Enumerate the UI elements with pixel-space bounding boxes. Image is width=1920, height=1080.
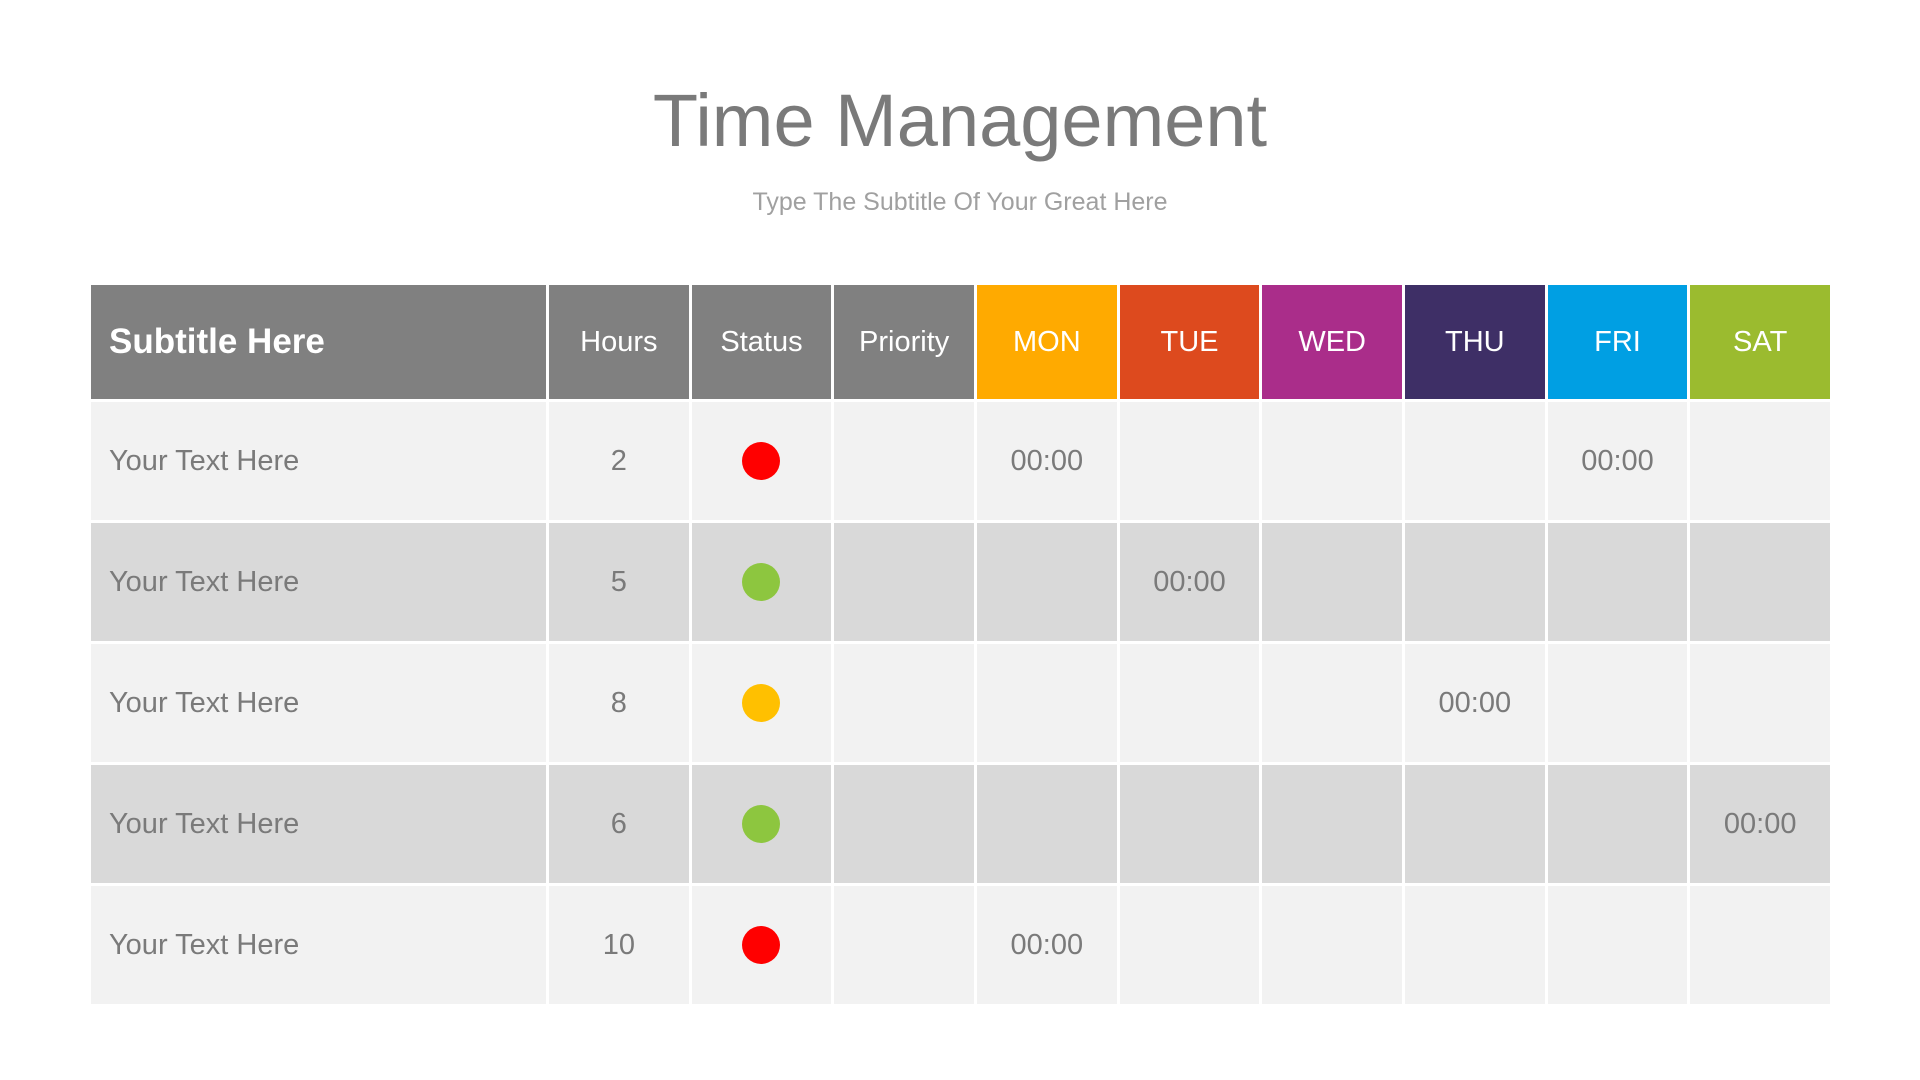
priority-cell [834, 523, 974, 641]
day-cell-sat [1690, 523, 1830, 641]
day-cell-wed [1262, 765, 1402, 883]
day-cell-wed [1262, 644, 1402, 762]
column-header-tue: TUE [1119, 285, 1260, 399]
status-cell [691, 523, 832, 641]
day-cell-mon [977, 523, 1117, 641]
day-cell-sat [1690, 644, 1830, 762]
day-cell-sat [1690, 402, 1830, 520]
day-cell-fri [1547, 523, 1688, 641]
priority-cell [834, 886, 974, 1004]
hours-cell: 2 [549, 402, 689, 520]
hours-cell: 6 [549, 765, 689, 883]
day-cell-thu [1405, 886, 1545, 1004]
status-dot-red-icon [742, 926, 781, 964]
column-header-sat: SAT [1690, 285, 1830, 399]
day-cell-mon: 00:00 [977, 886, 1117, 1004]
row-label: Your Text Here [91, 402, 546, 520]
day-cell-mon: 00:00 [977, 402, 1117, 520]
day-cell-fri [1547, 644, 1688, 762]
status-dot-green-icon [742, 805, 781, 843]
status-cell [691, 765, 832, 883]
row-label: Your Text Here [91, 644, 546, 762]
day-cell-wed [1262, 523, 1402, 641]
column-header-thu: THU [1405, 285, 1545, 399]
status-cell [691, 644, 832, 762]
column-header-hours: Hours [549, 285, 689, 399]
day-cell-tue: 00:00 [1119, 523, 1260, 641]
status-cell [691, 402, 832, 520]
status-dot-red-icon [742, 442, 781, 480]
hours-cell: 8 [549, 644, 689, 762]
priority-cell [834, 765, 974, 883]
column-header-subtitle-here: Subtitle Here [91, 285, 546, 399]
day-cell-sat: 00:00 [1690, 765, 1830, 883]
column-header-priority: Priority [834, 285, 974, 399]
day-cell-wed [1262, 886, 1402, 1004]
day-cell-tue [1119, 644, 1260, 762]
column-header-status: Status [691, 285, 832, 399]
day-cell-tue [1119, 765, 1260, 883]
day-cell-tue [1119, 886, 1260, 1004]
day-cell-thu [1405, 523, 1545, 641]
day-cell-thu [1405, 402, 1545, 520]
status-dot-green-icon [742, 563, 781, 601]
day-cell-fri: 00:00 [1547, 402, 1688, 520]
status-cell [691, 886, 832, 1004]
page-subtitle: Type The Subtitle Of Your Great Here [752, 188, 1168, 216]
row-label: Your Text Here [91, 523, 546, 641]
row-label: Your Text Here [91, 765, 546, 883]
day-cell-wed [1262, 402, 1402, 520]
day-cell-thu [1405, 765, 1545, 883]
column-header-fri: FRI [1547, 285, 1688, 399]
hours-cell: 10 [549, 886, 689, 1004]
status-dot-yellow-icon [742, 684, 781, 722]
day-cell-mon [977, 765, 1117, 883]
priority-cell [834, 402, 974, 520]
column-header-mon: MON [977, 285, 1117, 399]
day-cell-thu: 00:00 [1405, 644, 1545, 762]
schedule-table: Subtitle Here Hours Status Priority MON TUE WE… [91, 285, 1830, 1004]
column-header-wed: WED [1262, 285, 1402, 399]
day-cell-fri [1547, 886, 1688, 1004]
priority-cell [834, 644, 974, 762]
day-cell-mon [977, 644, 1117, 762]
hours-cell: 5 [549, 523, 689, 641]
row-label: Your Text Here [91, 886, 546, 1004]
day-cell-fri [1547, 765, 1688, 883]
day-cell-tue [1119, 402, 1260, 520]
page-title: Time Management [652, 79, 1268, 162]
day-cell-sat [1690, 886, 1830, 1004]
